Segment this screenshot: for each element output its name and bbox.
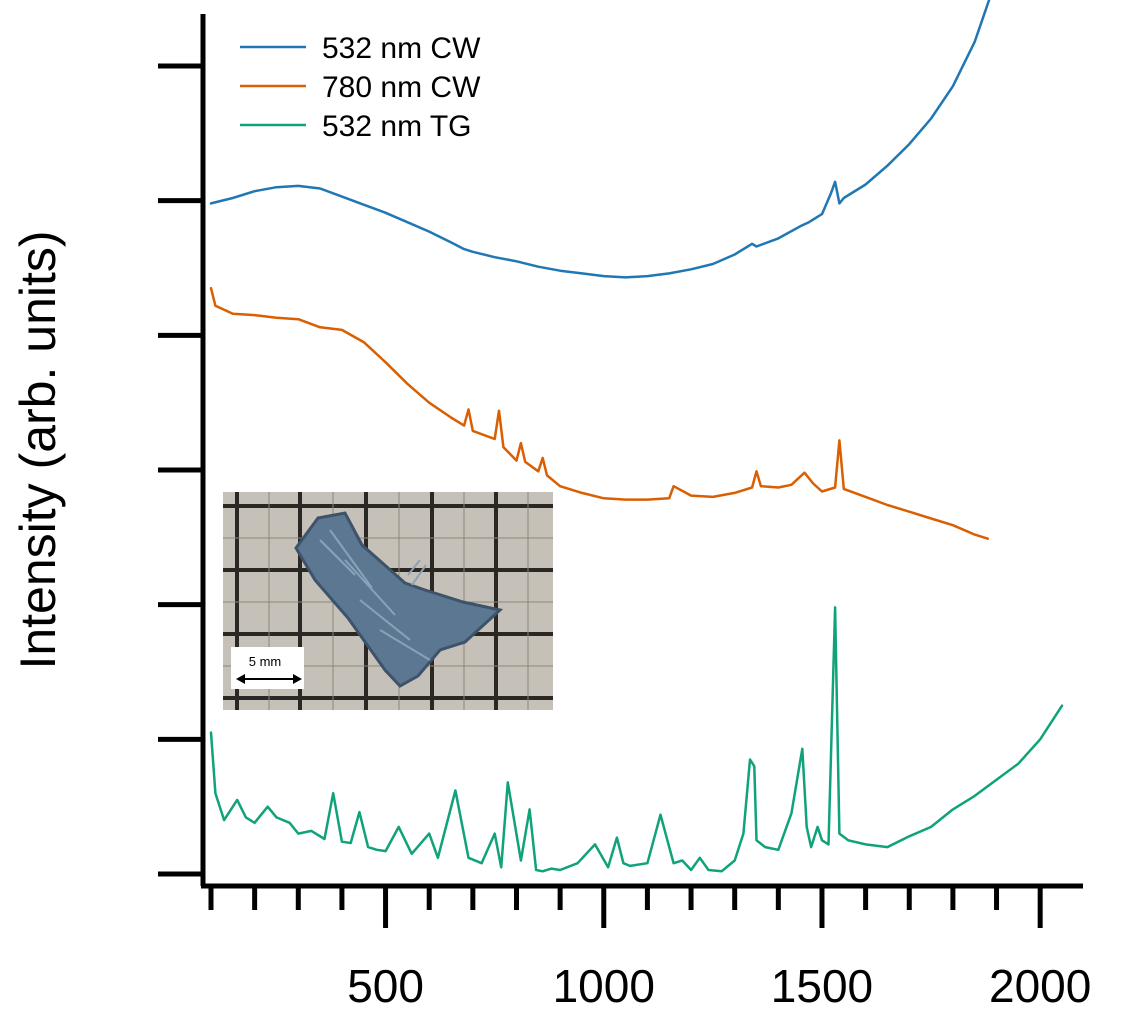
scale-bar-label: 5 mm	[249, 654, 282, 669]
sample-fragment	[294, 511, 504, 688]
y-axis-ticks	[158, 63, 203, 877]
x-tick-label-1000: 1000	[553, 960, 655, 1012]
y-axis-label: Intensity (arb. units)	[10, 230, 66, 669]
legend: 532 nm CW 780 nm CW 532 nm TG	[240, 32, 481, 143]
x-axis-ticks	[208, 886, 1043, 928]
inset-photo: 5 mm	[223, 492, 553, 710]
sample-texture	[319, 529, 431, 661]
x-axis-tick-labels: 500 1000 1500 2000	[347, 960, 1091, 1012]
series-lines	[209, 0, 1064, 873]
series-line-1	[209, 0, 991, 279]
series-line-3	[209, 606, 1064, 873]
legend-label-1: 532 nm CW	[322, 32, 481, 65]
scale-bar-arrowhead-right	[293, 674, 302, 684]
series-line-2	[209, 286, 990, 540]
scale-bar-arrowhead-left	[236, 674, 245, 684]
x-tick-label-1500: 1500	[771, 960, 873, 1012]
x-tick-label-2000: 2000	[989, 960, 1091, 1012]
legend-label-2: 780 nm CW	[322, 71, 481, 104]
x-tick-label-500: 500	[347, 960, 424, 1012]
legend-label-3: 532 nm TG	[322, 110, 472, 143]
